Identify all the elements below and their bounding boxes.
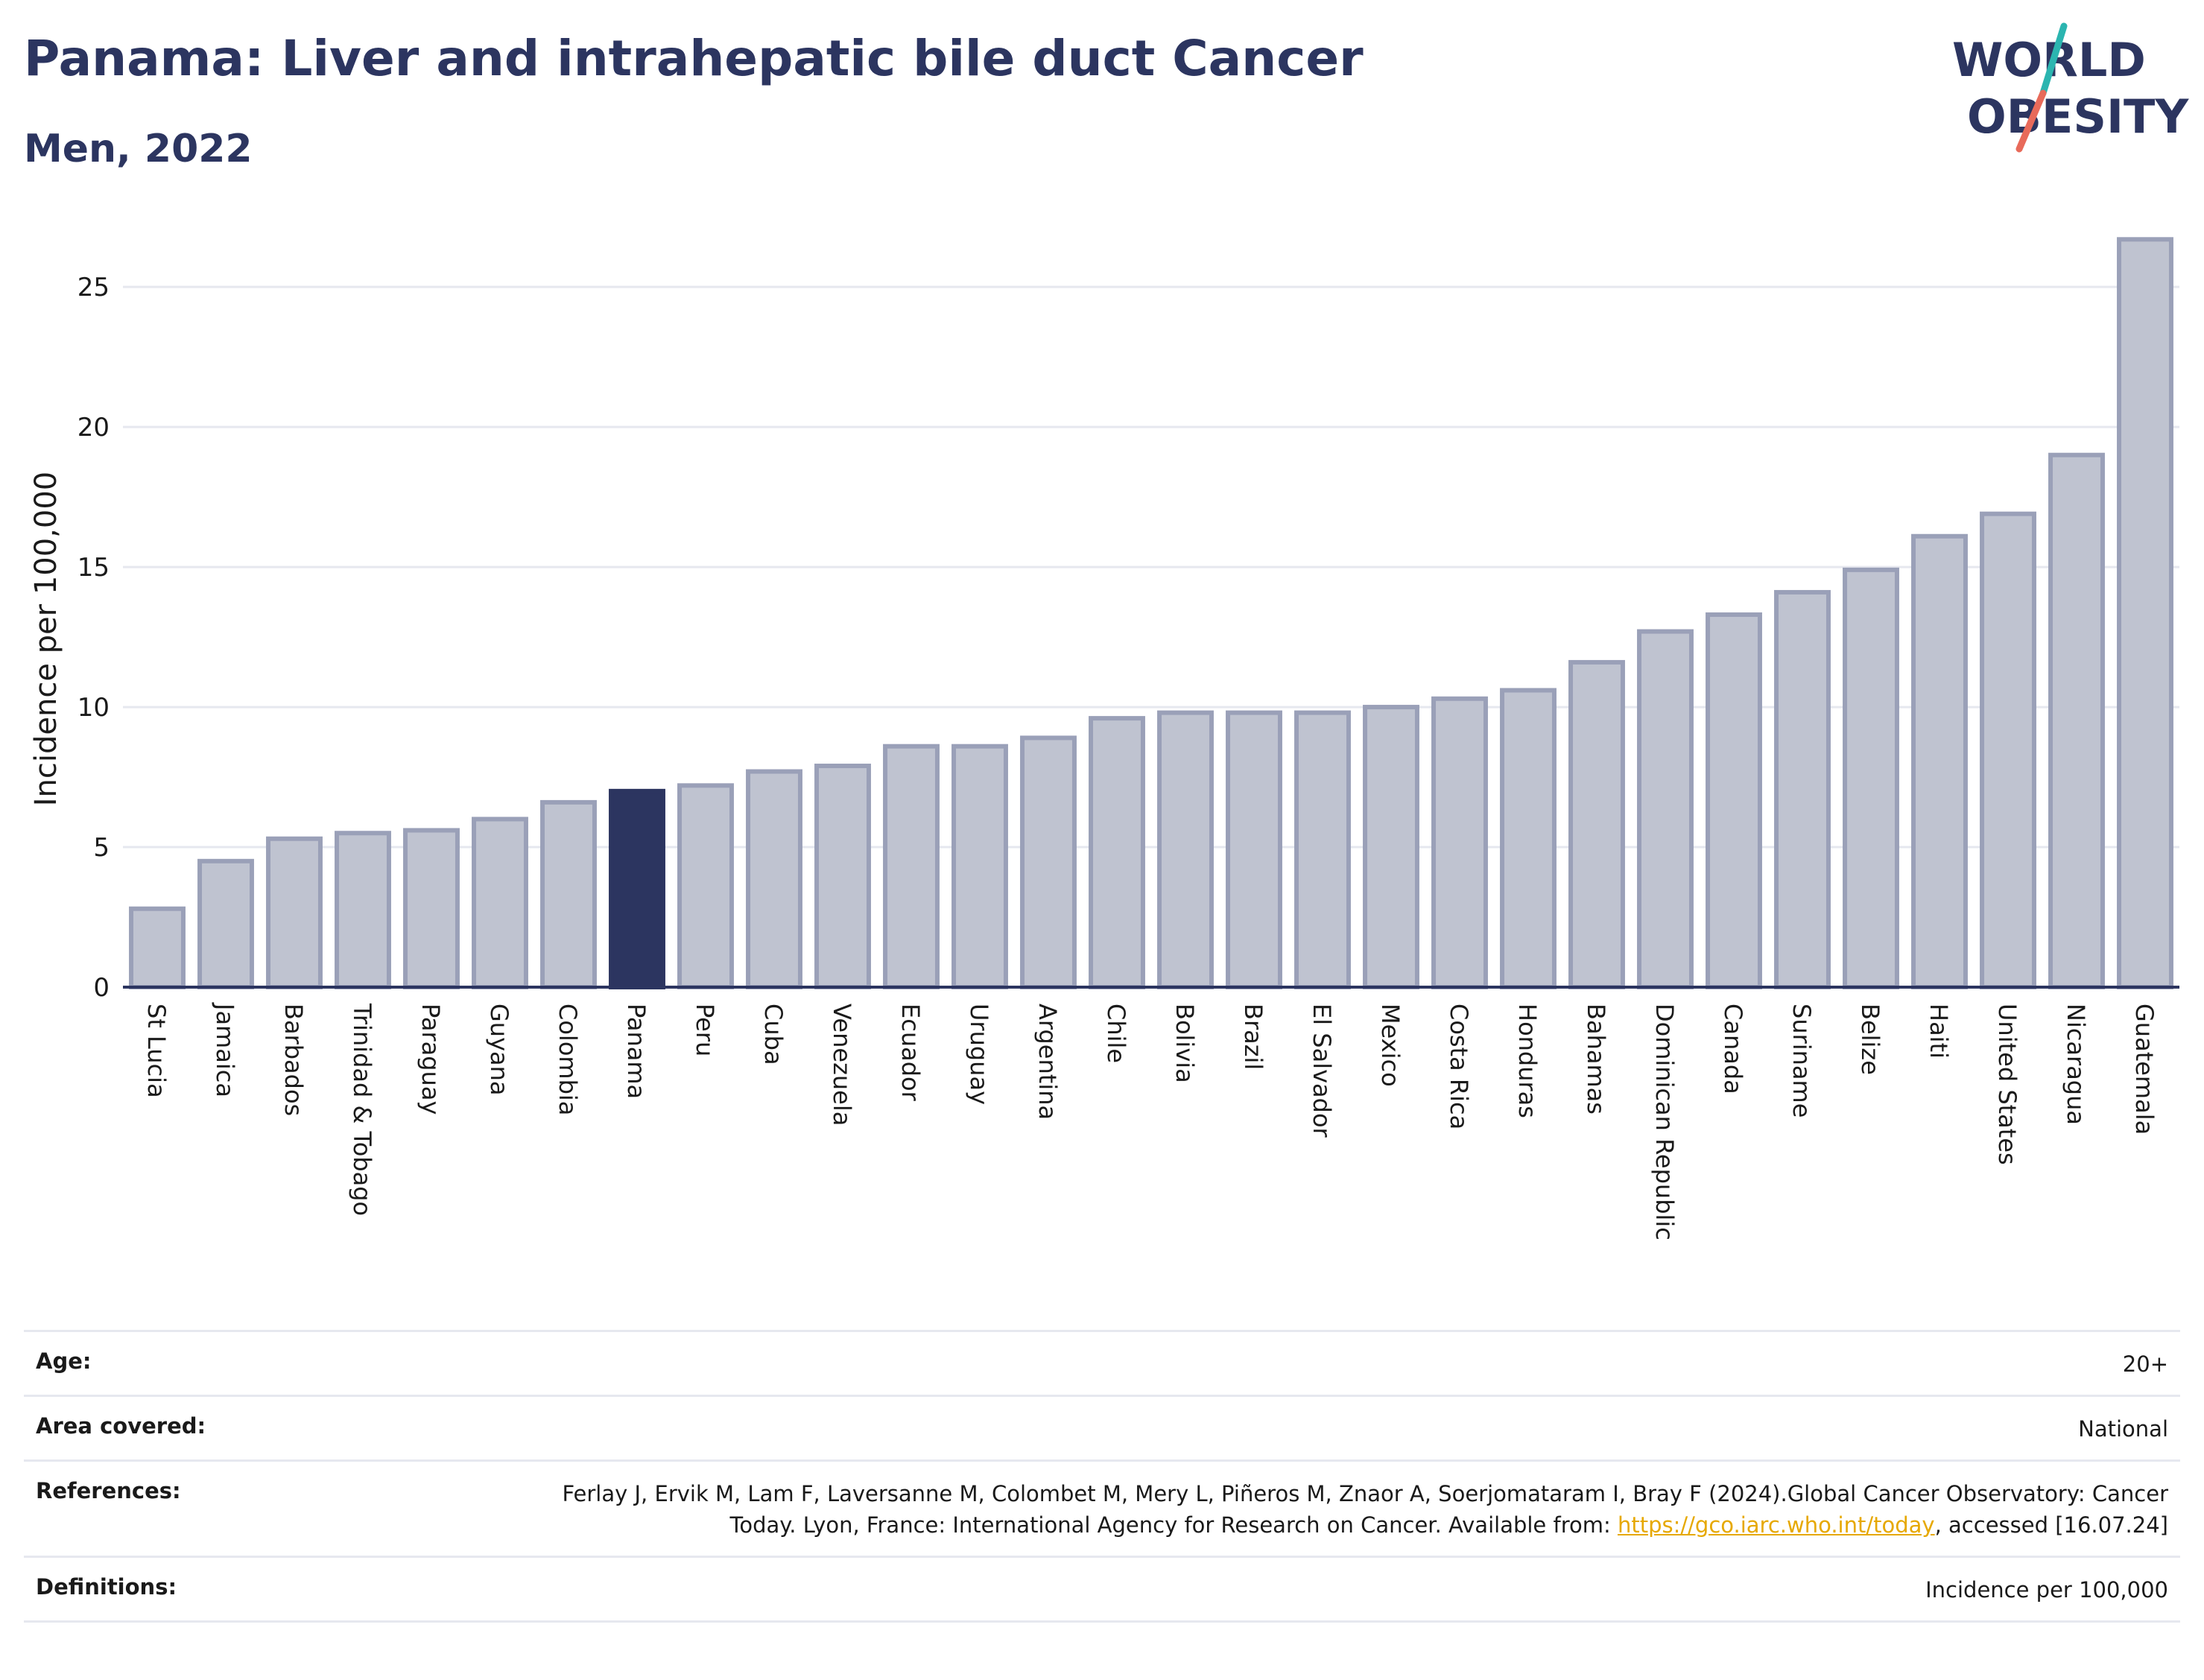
bar-brazil (1226, 710, 1282, 989)
bar-ecuador (883, 744, 940, 989)
x-tick-label: Bahamas (1582, 1004, 1610, 1115)
bar-guyana (472, 817, 528, 990)
bar-nicaragua (2048, 452, 2105, 990)
y-tick-label: 5 (93, 833, 110, 863)
meta-value-age: 20+ (2122, 1351, 2168, 1377)
bar-barbados (266, 836, 323, 990)
meta-label-references: References: (36, 1478, 181, 1503)
bar-cuba (746, 769, 802, 989)
chart-subtitle: Men, 2022 (24, 127, 253, 171)
bar-honduras (1500, 688, 1557, 989)
bar-trinidad-tobago (335, 831, 391, 989)
x-tick-label: Nicaragua (2062, 1004, 2090, 1125)
y-tick-label: 0 (93, 973, 110, 1003)
bar-jamaica (197, 858, 254, 989)
x-tick-label: Guyana (485, 1004, 513, 1096)
bar-guatemala (2117, 237, 2173, 990)
x-tick-label: Barbados (279, 1004, 308, 1116)
x-tick-label: Cuba (759, 1004, 788, 1065)
meta-row-age: Age: 20+ (24, 1330, 2180, 1395)
x-tick-label: Peru (691, 1004, 719, 1056)
references-accessed: , accessed [16.07.24] (1934, 1512, 2168, 1538)
world-obesity-logo: WORLD OBESITY (1952, 22, 2189, 153)
bar-mexico (1363, 705, 1419, 990)
logo-text-obesity: OBESITY (1967, 89, 2189, 144)
bar-bolivia (1157, 710, 1214, 989)
x-tick-label: Paraguay (417, 1004, 445, 1115)
meta-label-definitions: Definitions: (36, 1574, 177, 1600)
metadata-table: Age: 20+ Area covered: National Referenc… (24, 1330, 2180, 1623)
bar-chart: 0 5 10 15 20 25 Incidence per 100,000 St Lucia J… (29, 237, 2179, 1240)
bar-costa-rica (1431, 696, 1488, 990)
meta-value-area: National (2078, 1416, 2168, 1442)
meta-row-definitions: Definitions: Incidence per 100,000 (24, 1556, 2180, 1623)
y-tick-label: 25 (77, 273, 110, 302)
x-tick-label: Brazil (1239, 1004, 1267, 1070)
meta-label-age: Age: (36, 1348, 92, 1374)
x-tick-label: Argentina (1033, 1004, 1062, 1120)
x-tick-label: Canada (1719, 1004, 1747, 1094)
x-tick-label: Bolivia (1171, 1004, 1199, 1083)
bar-suriname (1774, 589, 1831, 989)
x-tick-label: El Salvador (1308, 1004, 1336, 1138)
chart-title: Panama: Liver and intrahepatic bile duct… (24, 30, 1364, 87)
bar-el-salvador (1294, 710, 1351, 989)
x-tick-label: Haiti (1925, 1004, 1953, 1059)
x-tick-label: Uruguay (965, 1004, 993, 1105)
x-tick-label: Colombia (554, 1004, 582, 1115)
x-tick-label: Panama (622, 1004, 650, 1099)
x-tick-label: Costa Rica (1445, 1004, 1473, 1129)
bar-belize (1843, 567, 1899, 989)
y-axis-title: Incidence per 100,000 (29, 472, 63, 807)
meta-value-definitions: Incidence per 100,000 (1925, 1577, 2168, 1603)
x-tick-label: Venezuela (828, 1004, 856, 1126)
references-text: Ferlay J, Ervik M, Lam F, Laversanne M, … (562, 1481, 2168, 1538)
logo-slash-coral (2015, 89, 2047, 153)
meta-label-area: Area covered: (36, 1413, 206, 1439)
bar-bahamas (1568, 659, 1625, 989)
x-tick-label: United States (1993, 1004, 2021, 1165)
bar-st-lucia (129, 906, 186, 989)
x-tick-label: Mexico (1376, 1004, 1405, 1087)
meta-row-references: References: Ferlay J, Ervik M, Lam F, La… (24, 1459, 2180, 1556)
bar-uruguay (951, 744, 1008, 989)
bar-canada (1706, 612, 1762, 989)
x-tick-label: Trinidad & Tobago (348, 1003, 376, 1216)
x-tick-label: Honduras (1513, 1004, 1542, 1118)
references-link[interactable]: https://gco.iarc.who.int/today (1617, 1512, 1935, 1538)
bar-haiti (1911, 533, 1968, 989)
bar-peru (677, 783, 734, 989)
bar-venezuela (814, 764, 871, 989)
bar-argentina (1020, 735, 1077, 989)
x-tick-label: St Lucia (142, 1004, 171, 1098)
bar-panama (609, 788, 665, 990)
x-tick-label: Ecuador (896, 1004, 925, 1102)
x-tick-label: Guatemala (2130, 1004, 2159, 1135)
bar-chile (1089, 716, 1145, 989)
x-tick-label: Belize (1856, 1004, 1884, 1075)
meta-row-area: Area covered: National (24, 1395, 2180, 1459)
meta-value-references: Ferlay J, Ervik M, Lam F, Laversanne M, … (544, 1478, 2168, 1541)
x-tick-label: Dominican Republic (1650, 1004, 1679, 1240)
x-tick-label: Suriname (1787, 1004, 1816, 1118)
bar-dominican-republic (1637, 629, 1694, 990)
bar-united-states (1980, 511, 2036, 989)
bar-paraguay (403, 828, 460, 990)
y-tick-label: 15 (77, 553, 110, 583)
x-tick-label: Chile (1102, 1004, 1130, 1063)
x-tick-label: Jamaica (211, 1002, 239, 1097)
logo-slash-teal (2039, 22, 2068, 97)
y-tick-label: 20 (77, 413, 110, 443)
y-tick-label: 10 (77, 693, 110, 723)
bar-colombia (540, 799, 597, 990)
